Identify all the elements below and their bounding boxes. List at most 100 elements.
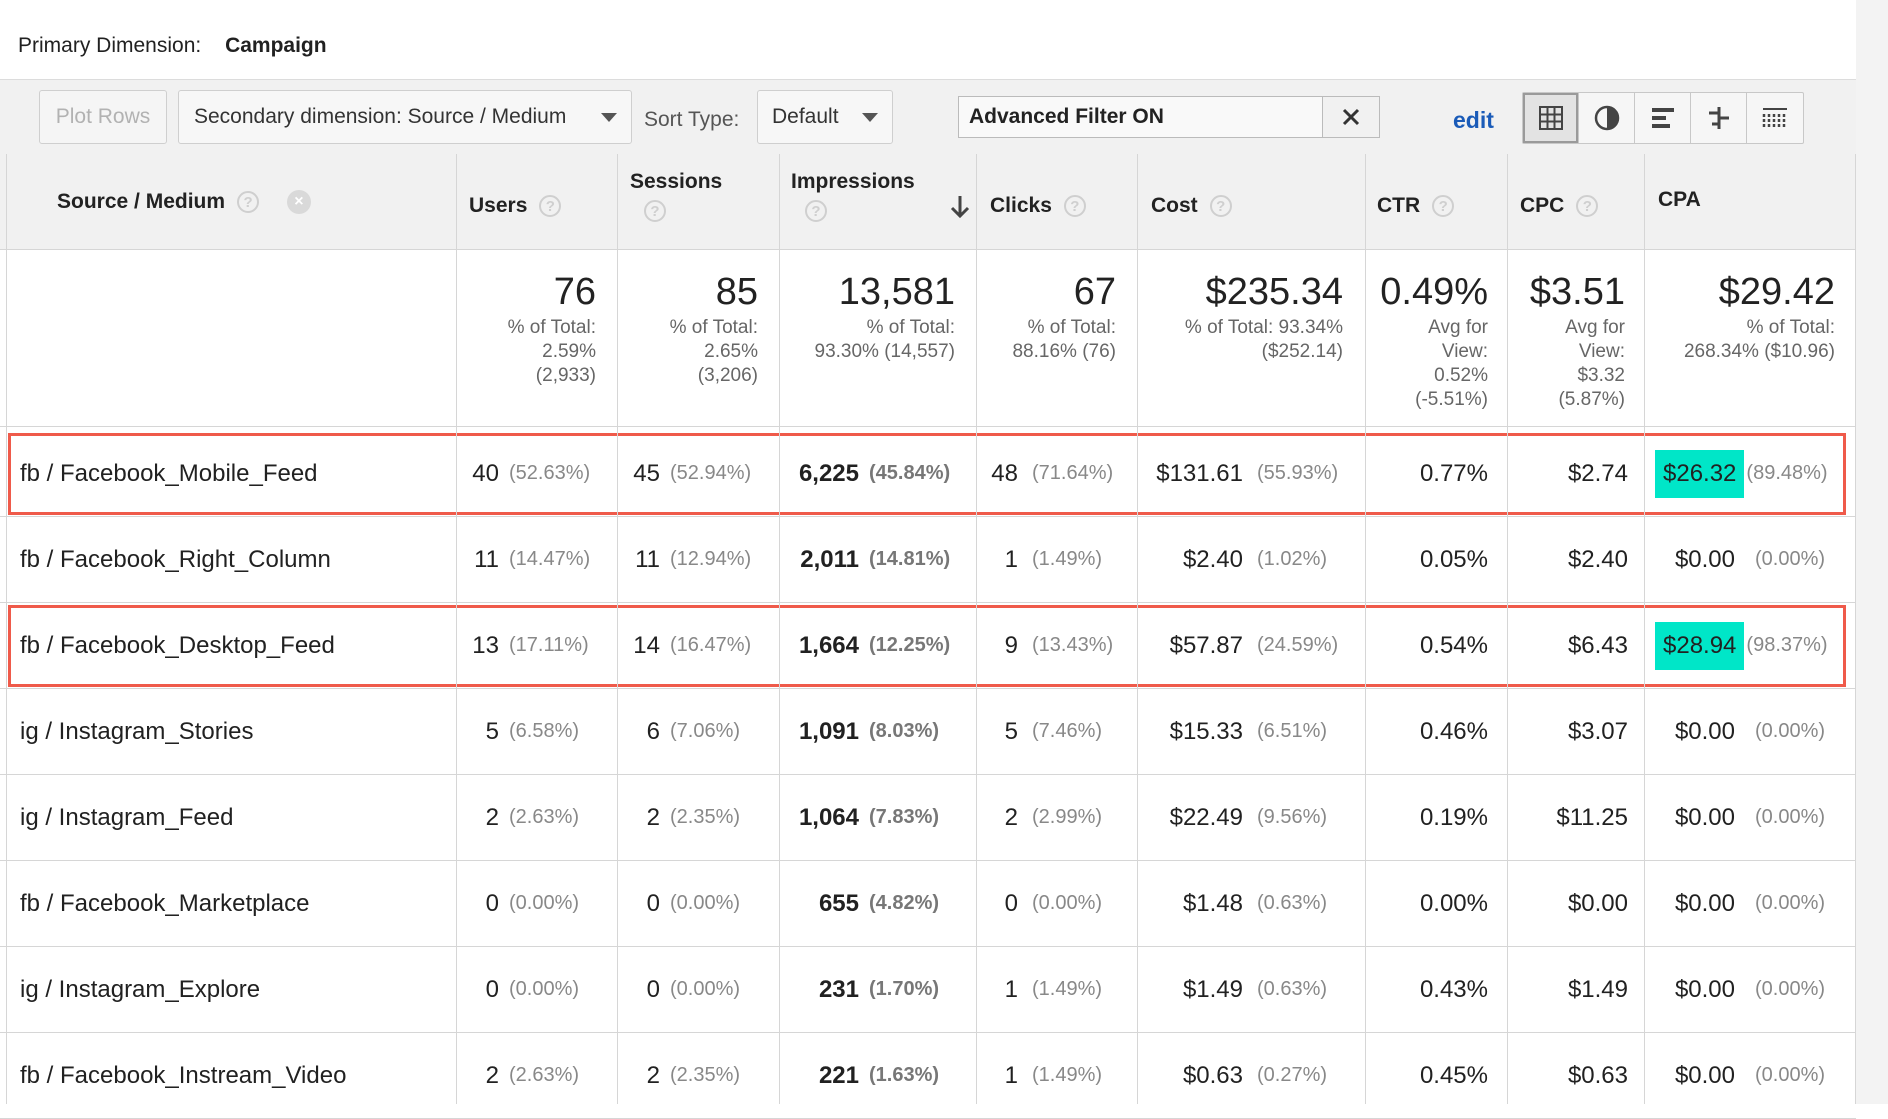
header-sessions[interactable]: Sessions ? — [630, 170, 722, 222]
cell-percent: (12.25%) — [869, 634, 951, 656]
comparison-view-icon[interactable] — [1691, 93, 1747, 143]
impressions-cell: 221 (1.63%) — [793, 1033, 973, 1118]
source-medium-cell[interactable]: fb / Facebook_Marketplace — [20, 861, 450, 946]
remove-dimension-icon[interactable]: × — [286, 190, 311, 214]
clicks-cell: 5 (7.46%) — [990, 689, 1130, 774]
ctr-cell: 0.43% — [1366, 947, 1488, 1032]
cpa-cell: $0.00 (0.00%) — [1655, 861, 1850, 946]
column-divider — [1507, 154, 1508, 1104]
cost-cell: $2.40 (1.02%) — [1147, 517, 1357, 602]
grid-view-icon[interactable] — [1523, 93, 1579, 143]
help-icon[interactable]: ? — [1063, 195, 1086, 218]
cell-percent: (17.11%) — [509, 634, 589, 656]
header-cpc[interactable]: CPC? — [1520, 194, 1599, 218]
help-icon[interactable]: ? — [1432, 195, 1455, 218]
bar-view-icon[interactable] — [1635, 93, 1691, 143]
header-impressions[interactable]: Impressions ? — [791, 170, 973, 222]
column-divider — [456, 154, 457, 1104]
pivot-view-icon[interactable] — [1747, 93, 1803, 143]
cell-value: 2,011 — [800, 545, 859, 573]
help-icon[interactable]: ? — [539, 195, 562, 218]
source-medium-link[interactable]: ig / Instagram_Feed — [20, 803, 234, 831]
sessions-cell: 2 (2.35%) — [632, 775, 772, 860]
total-impressions-value: 13,581 — [838, 271, 955, 313]
pie-view-icon[interactable] — [1579, 93, 1635, 143]
total-cpc: $3.51 Avg for View: $3.32 (5.87%) — [1511, 268, 1625, 412]
sort-type-select[interactable]: Default — [757, 90, 893, 144]
total-line: % of Total: — [507, 317, 596, 338]
cell-value: $0.00 — [1674, 803, 1735, 831]
cost-cell: $57.87 (24.59%) — [1147, 603, 1357, 688]
clicks-cell: 1 (1.49%) — [990, 517, 1130, 602]
help-icon[interactable]: ? — [1576, 195, 1599, 218]
sort-descending-icon[interactable] — [948, 194, 972, 220]
header-cost[interactable]: Cost? — [1151, 194, 1232, 218]
cell-value: 48 — [991, 459, 1018, 487]
source-medium-cell[interactable]: ig / Instagram_Feed — [20, 775, 450, 860]
source-medium-link[interactable]: fb / Facebook_Right_Column — [20, 545, 331, 573]
source-medium-link[interactable]: fb / Facebook_Instream_Video — [20, 1061, 347, 1089]
source-medium-link[interactable]: ig / Instagram_Stories — [20, 717, 254, 745]
sessions-cell: 11 (12.94%) — [632, 517, 772, 602]
cell-value: 2 — [485, 803, 499, 831]
cell-percent: (0.27%) — [1257, 1064, 1328, 1086]
cell-percent: (2.63%) — [509, 1064, 580, 1086]
cell-value: $131.61 — [1156, 459, 1243, 487]
source-medium-link[interactable]: fb / Facebook_Desktop_Feed — [20, 631, 335, 659]
column-divider — [1855, 154, 1856, 1104]
source-medium-cell[interactable]: fb / Facebook_Instream_Video — [20, 1033, 450, 1118]
primary-dimension-value[interactable]: Campaign — [225, 34, 327, 57]
total-cpa-value: $29.42 — [1718, 271, 1835, 313]
total-line: 0.52% — [1434, 365, 1488, 386]
cell-value: $3.07 — [1567, 717, 1628, 745]
secondary-dimension-select[interactable]: Secondary dimension: Source / Medium — [178, 90, 632, 144]
header-ctr[interactable]: CTR? — [1377, 194, 1455, 218]
page-gutter — [1856, 0, 1888, 1104]
cpa-cell: $26.32 (89.48%) — [1655, 431, 1850, 516]
source-medium-link[interactable]: fb / Facebook_Mobile_Feed — [20, 459, 318, 487]
cell-percent: (1.49%) — [1032, 978, 1103, 1000]
chevron-down-icon — [601, 113, 617, 122]
header-clicks[interactable]: Clicks? — [990, 194, 1086, 218]
total-ctr: 0.49% Avg for View: 0.52% (-5.51%) — [1370, 268, 1488, 412]
header-cpa[interactable]: CPA — [1658, 188, 1701, 212]
help-icon[interactable]: ? — [1209, 195, 1232, 218]
source-medium-cell[interactable]: fb / Facebook_Right_Column — [20, 517, 450, 602]
cell-percent: (0.63%) — [1257, 978, 1328, 1000]
total-impressions: 13,581 % of Total: 93.30% (14,557) — [784, 268, 956, 364]
users-cell: 13 (17.11%) — [471, 603, 611, 688]
cell-value: $0.00 — [1674, 1061, 1735, 1089]
source-medium-cell[interactable]: fb / Facebook_Mobile_Feed — [20, 431, 450, 516]
source-medium-cell[interactable]: fb / Facebook_Desktop_Feed — [20, 603, 450, 688]
cell-percent: (1.63%) — [869, 1064, 940, 1086]
source-medium-cell[interactable]: ig / Instagram_Explore — [20, 947, 450, 1032]
cell-value: $28.94 — [1655, 621, 1745, 670]
cell-percent: (9.56%) — [1257, 806, 1328, 828]
header-users[interactable]: Users? — [469, 194, 562, 218]
secondary-dimension-label: Secondary dimension: Source / Medium — [194, 105, 567, 128]
cell-value: 1,064 — [798, 803, 859, 831]
help-icon[interactable]: ? — [805, 200, 827, 222]
cell-value: $0.00 — [1674, 545, 1735, 573]
help-icon[interactable]: ? — [237, 191, 260, 214]
advanced-filter-box[interactable]: Advanced Filter ON — [958, 96, 1380, 138]
primary-dimension-label: Primary Dimension: — [18, 34, 202, 57]
table-row: fb / Facebook_Marketplace 0 (0.00%) 0 (0.00%… — [0, 861, 1856, 947]
cell-percent: (12.94%) — [670, 548, 752, 570]
plot-rows-button[interactable]: Plot Rows — [39, 90, 167, 144]
impressions-cell: 231 (1.70%) — [793, 947, 973, 1032]
source-medium-cell[interactable]: ig / Instagram_Stories — [20, 689, 450, 774]
close-icon[interactable] — [1322, 97, 1379, 137]
total-ctr-value: 0.49% — [1380, 271, 1488, 313]
source-medium-link[interactable]: fb / Facebook_Marketplace — [20, 889, 310, 917]
total-line: % of Total: 93.34% — [1184, 317, 1343, 338]
cpa-cell: $0.00 (0.00%) — [1655, 517, 1850, 602]
cell-percent: (45.84%) — [869, 462, 951, 484]
header-source-medium[interactable]: Source / Medium? × — [57, 190, 311, 214]
source-medium-link[interactable]: ig / Instagram_Explore — [20, 975, 261, 1003]
help-icon[interactable]: ? — [644, 200, 666, 222]
users-cell: 2 (2.63%) — [471, 1033, 611, 1118]
cell-percent: (16.47%) — [670, 634, 752, 656]
total-cost: $235.34 % of Total: 93.34% ($252.14) — [1142, 268, 1343, 364]
edit-filter-link[interactable]: edit — [1453, 107, 1494, 133]
